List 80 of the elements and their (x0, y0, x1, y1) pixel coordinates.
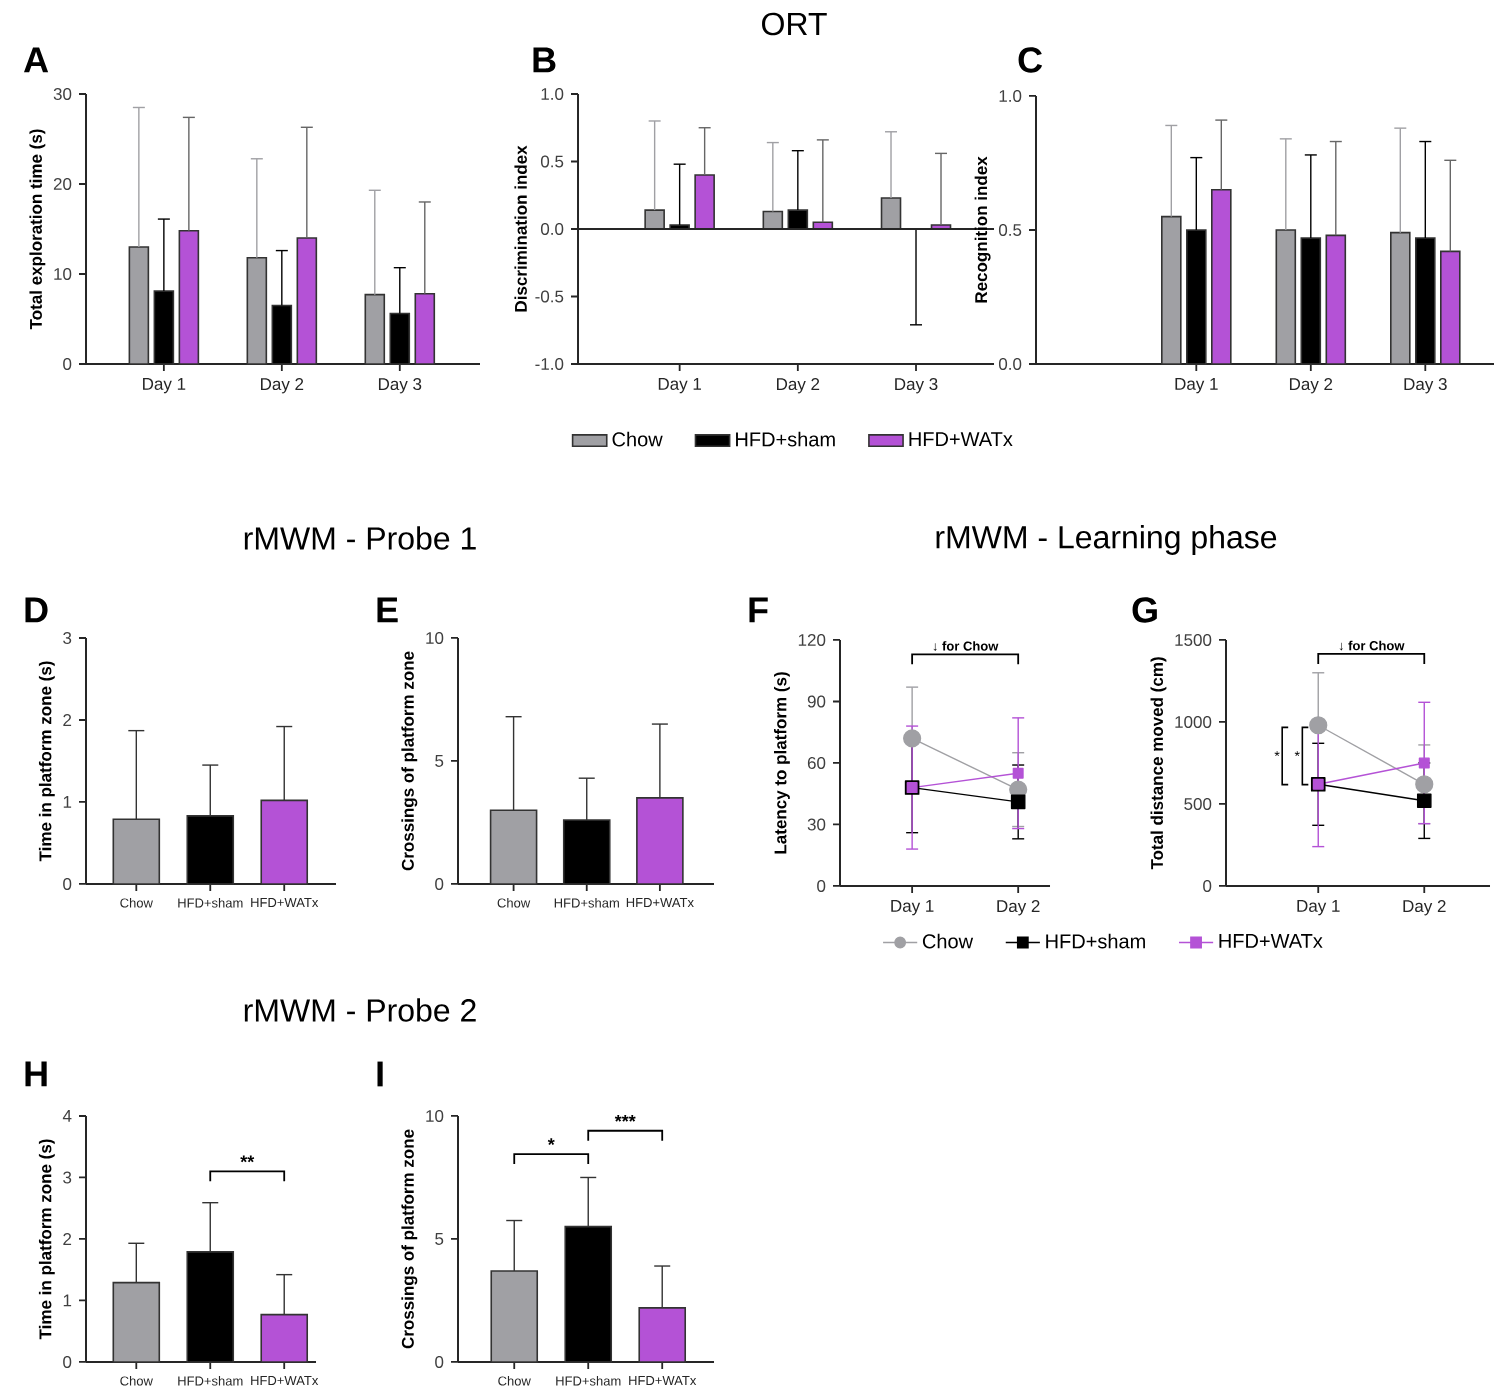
y-tick-label: -0.5 (535, 290, 564, 303)
y-tick-label: 0 (435, 877, 444, 890)
x-tick-label: Day 3 (1404, 378, 1447, 394)
legend-label: Chow (612, 431, 663, 447)
x-tick-label: Day 2 (777, 378, 820, 394)
y-axis-title: Crossings of platform zone (401, 651, 418, 871)
x-tick-label: Day 3 (378, 378, 422, 394)
x-tick-label: Day 1 (891, 900, 934, 916)
chart-title: I (377, 1061, 383, 1087)
y-tick-label: 1 (63, 1294, 72, 1307)
y-axis-title: Discrimination index (514, 145, 527, 312)
y-tick-label: 0.5 (540, 155, 564, 168)
y-tick-label: 0 (435, 1355, 444, 1368)
y-tick-label: 30 (807, 818, 826, 831)
legend-label: HFD+WATx (909, 432, 1013, 446)
chart-title: F (749, 597, 768, 623)
y-tick-label: -1.0 (535, 357, 564, 370)
y-tick-label: 0.0 (540, 222, 564, 235)
y-axis-title: Latency to platform (s) (773, 672, 790, 854)
y-tick-label: 90 (807, 695, 826, 708)
y-tick-label: 30 (53, 87, 72, 100)
y-tick-label: 0 (1203, 879, 1212, 892)
chart-title: G (1132, 597, 1157, 623)
y-tick-label: 1 (63, 796, 72, 808)
y-tick-label: 120 (798, 633, 826, 646)
legend-label: Chow (922, 933, 974, 949)
legend-label: HFD+sham (1046, 933, 1145, 949)
chart-title: A (23, 47, 49, 73)
y-tick-label: 20 (53, 177, 72, 190)
text: rMWM - Probe 2 (244, 998, 476, 1022)
y-tick-label: 0 (63, 1355, 72, 1368)
chart-title: E (377, 597, 398, 623)
y-tick-label: 0 (63, 357, 72, 370)
x-tick-label: Day 1 (143, 378, 186, 394)
legend-label: HFD+sham (736, 431, 835, 447)
annotation: *** (614, 1114, 636, 1122)
y-tick-label: 1.0 (999, 89, 1022, 102)
y-tick-label: 3 (63, 1171, 72, 1184)
y-tick-label: 3 (63, 631, 72, 644)
y-axis-title: Time in platform zone (s) (38, 1139, 55, 1340)
text: rMWM - Probe 1 (244, 526, 476, 550)
y-tick-label: 1000 (1175, 715, 1212, 728)
y-tick-label: 10 (54, 267, 72, 280)
y-tick-label: 5 (435, 1233, 444, 1245)
y-tick-label: 1.0 (541, 87, 564, 100)
y-tick-label: 0 (817, 879, 826, 892)
annotation: ** (240, 1155, 255, 1163)
y-tick-label: 0.5 (998, 223, 1022, 236)
x-tick-label: Day 3 (895, 378, 938, 394)
y-axis-title: Recognition index (974, 156, 991, 303)
y-tick-label: 10 (426, 631, 444, 644)
y-tick-label: 2 (63, 1233, 72, 1245)
y-tick-label: 2 (63, 714, 72, 726)
y-tick-label: 500 (1184, 797, 1212, 810)
chart-title: C (1018, 47, 1043, 73)
x-tick-label: Day 2 (1403, 900, 1446, 916)
x-tick-label: Day 1 (1297, 900, 1340, 916)
y-tick-label: 5 (435, 755, 444, 767)
chart-title: H (25, 1061, 47, 1087)
text: rMWM - Learning phase (936, 525, 1277, 555)
x-tick-label: Day 1 (1175, 378, 1218, 394)
legend-label: HFD+WATx (1219, 934, 1323, 948)
chart-title: D (25, 597, 48, 623)
x-tick-label: Day 2 (1289, 378, 1333, 394)
y-tick-label: 10 (426, 1109, 444, 1122)
y-axis-title: Total exploration time (s) (29, 129, 46, 330)
y-tick-label: 60 (807, 756, 826, 769)
x-tick-label: Day 2 (997, 900, 1040, 916)
chart-title: B (533, 47, 556, 73)
y-axis-title: Time in platform zone (s) (38, 661, 55, 862)
y-tick-label: 1500 (1175, 633, 1212, 646)
x-tick-label: Day 2 (261, 378, 304, 394)
x-tick-label: Day 1 (658, 378, 701, 394)
text: ORT (762, 12, 827, 36)
annotation: * (547, 1138, 555, 1146)
y-tick-label: 4 (62, 1110, 72, 1122)
y-axis-title: Total distance moved (cm) (1150, 657, 1167, 870)
y-tick-label: 0.0 (998, 357, 1022, 370)
y-axis-title: Crossings of platform zone (401, 1129, 418, 1349)
y-tick-label: 0 (63, 877, 72, 890)
